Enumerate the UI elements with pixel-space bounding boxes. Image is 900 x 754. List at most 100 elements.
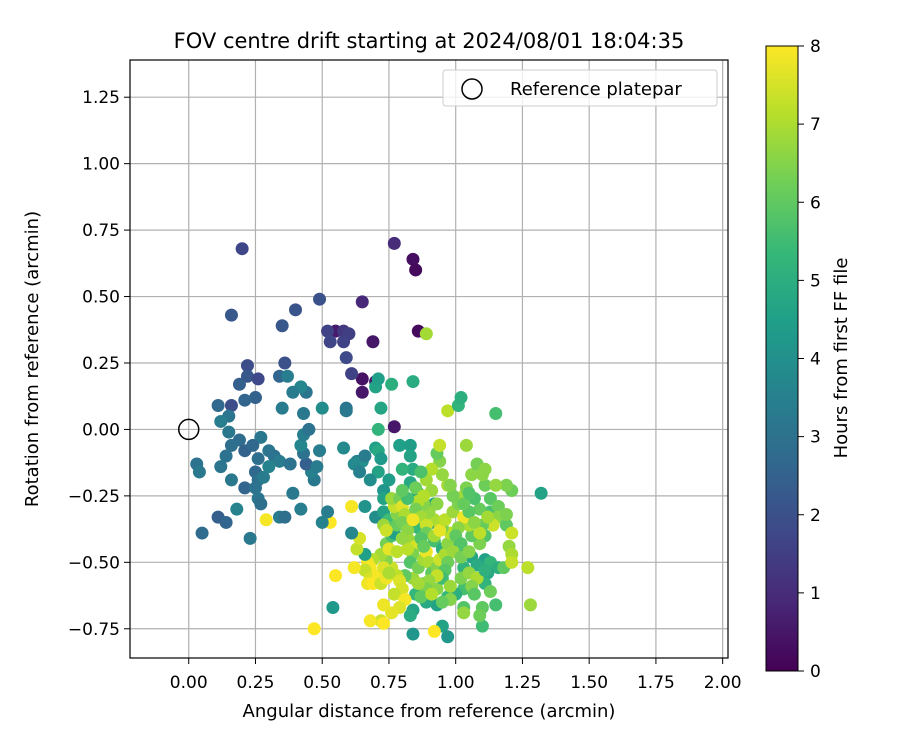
data-point (534, 486, 548, 500)
data-point (433, 438, 447, 452)
data-point (454, 537, 468, 551)
data-point (238, 481, 252, 495)
data-point (387, 236, 401, 250)
data-points (190, 236, 548, 644)
data-point (243, 531, 257, 545)
x-tick-label: 1.25 (504, 673, 542, 693)
data-point (371, 372, 385, 386)
y-tick-label: 1.00 (82, 155, 120, 175)
x-axis-label: Angular distance from reference (arcmin) (243, 701, 616, 722)
data-point (297, 406, 311, 420)
data-point (382, 473, 396, 487)
data-point (355, 372, 369, 386)
data-point (371, 422, 385, 436)
data-point (406, 252, 420, 266)
data-point (489, 598, 503, 612)
data-point (326, 601, 340, 615)
data-point (414, 465, 428, 479)
data-point (414, 590, 428, 604)
reference-platepar-marker (177, 418, 200, 441)
colorbar-tick-label: 6 (810, 193, 821, 213)
colorbar-tick-label: 4 (810, 350, 821, 370)
x-tick-label: 0.50 (303, 673, 341, 693)
data-point (321, 324, 335, 338)
data-point (403, 449, 417, 463)
data-point (192, 465, 206, 479)
data-point (248, 391, 262, 405)
data-point (393, 438, 407, 452)
data-point (315, 401, 329, 415)
data-point (467, 587, 481, 601)
data-point (467, 515, 481, 529)
data-point (478, 478, 492, 492)
data-point (382, 566, 396, 580)
data-point (355, 295, 369, 309)
data-point (406, 627, 420, 641)
data-point (417, 539, 431, 553)
data-point (224, 399, 238, 413)
data-point (441, 404, 455, 418)
data-point (406, 375, 420, 389)
data-point (251, 452, 265, 466)
data-point (371, 465, 385, 479)
x-axis-ticks: 0.00 0.25 0.50 0.75 1.00 1.25 1.50 1.75 2.00 (170, 658, 742, 693)
data-point (307, 622, 321, 636)
data-point (224, 308, 238, 322)
data-point (313, 292, 327, 306)
data-point (294, 502, 308, 516)
colorbar-tick-label: 2 (810, 506, 821, 526)
colorbar-label: Hours from first FF file (831, 258, 852, 459)
data-point (281, 369, 295, 383)
data-point (475, 619, 489, 633)
data-point (459, 438, 473, 452)
data-point (385, 606, 399, 620)
data-point (278, 510, 292, 524)
data-point (219, 449, 233, 463)
y-tick-label: 0.50 (82, 288, 120, 308)
data-point (358, 500, 372, 514)
data-point (489, 478, 503, 492)
data-point (417, 489, 431, 503)
data-point (339, 351, 353, 365)
data-point (379, 523, 393, 537)
y-tick-label: 1.25 (82, 88, 120, 108)
data-point (363, 473, 377, 487)
data-point (248, 481, 262, 495)
data-point (395, 462, 409, 476)
data-point (499, 478, 513, 492)
data-point (345, 526, 359, 540)
x-tick-label: 1.50 (570, 673, 608, 693)
x-tick-label: 0.25 (237, 673, 275, 693)
data-point (473, 502, 487, 516)
y-tick-label: −0.75 (68, 620, 120, 640)
data-point (446, 489, 460, 503)
data-point (435, 468, 449, 482)
data-point (240, 369, 254, 383)
data-point (457, 497, 471, 511)
grid-lines (130, 60, 728, 658)
data-point (419, 327, 433, 341)
data-point (222, 425, 236, 439)
data-point (395, 484, 409, 498)
data-point (489, 406, 503, 420)
data-point (377, 616, 391, 630)
data-point (425, 587, 439, 601)
data-point (523, 598, 537, 612)
data-point (230, 502, 244, 516)
data-point (337, 335, 351, 349)
colorbar-tick-label: 7 (810, 115, 821, 135)
data-point (435, 595, 449, 609)
data-point (363, 614, 377, 628)
colorbar (765, 45, 799, 672)
data-point (238, 393, 252, 407)
colorbar-tick-label: 3 (810, 428, 821, 448)
data-point (289, 303, 303, 317)
data-point (358, 449, 372, 463)
colorbar-tick-label: 8 (810, 37, 821, 57)
data-point (443, 478, 457, 492)
x-tick-label: 0.75 (370, 673, 408, 693)
data-point (294, 438, 308, 452)
y-axis-label: Rotation from reference (arcmin) (22, 211, 43, 507)
data-point (254, 430, 268, 444)
